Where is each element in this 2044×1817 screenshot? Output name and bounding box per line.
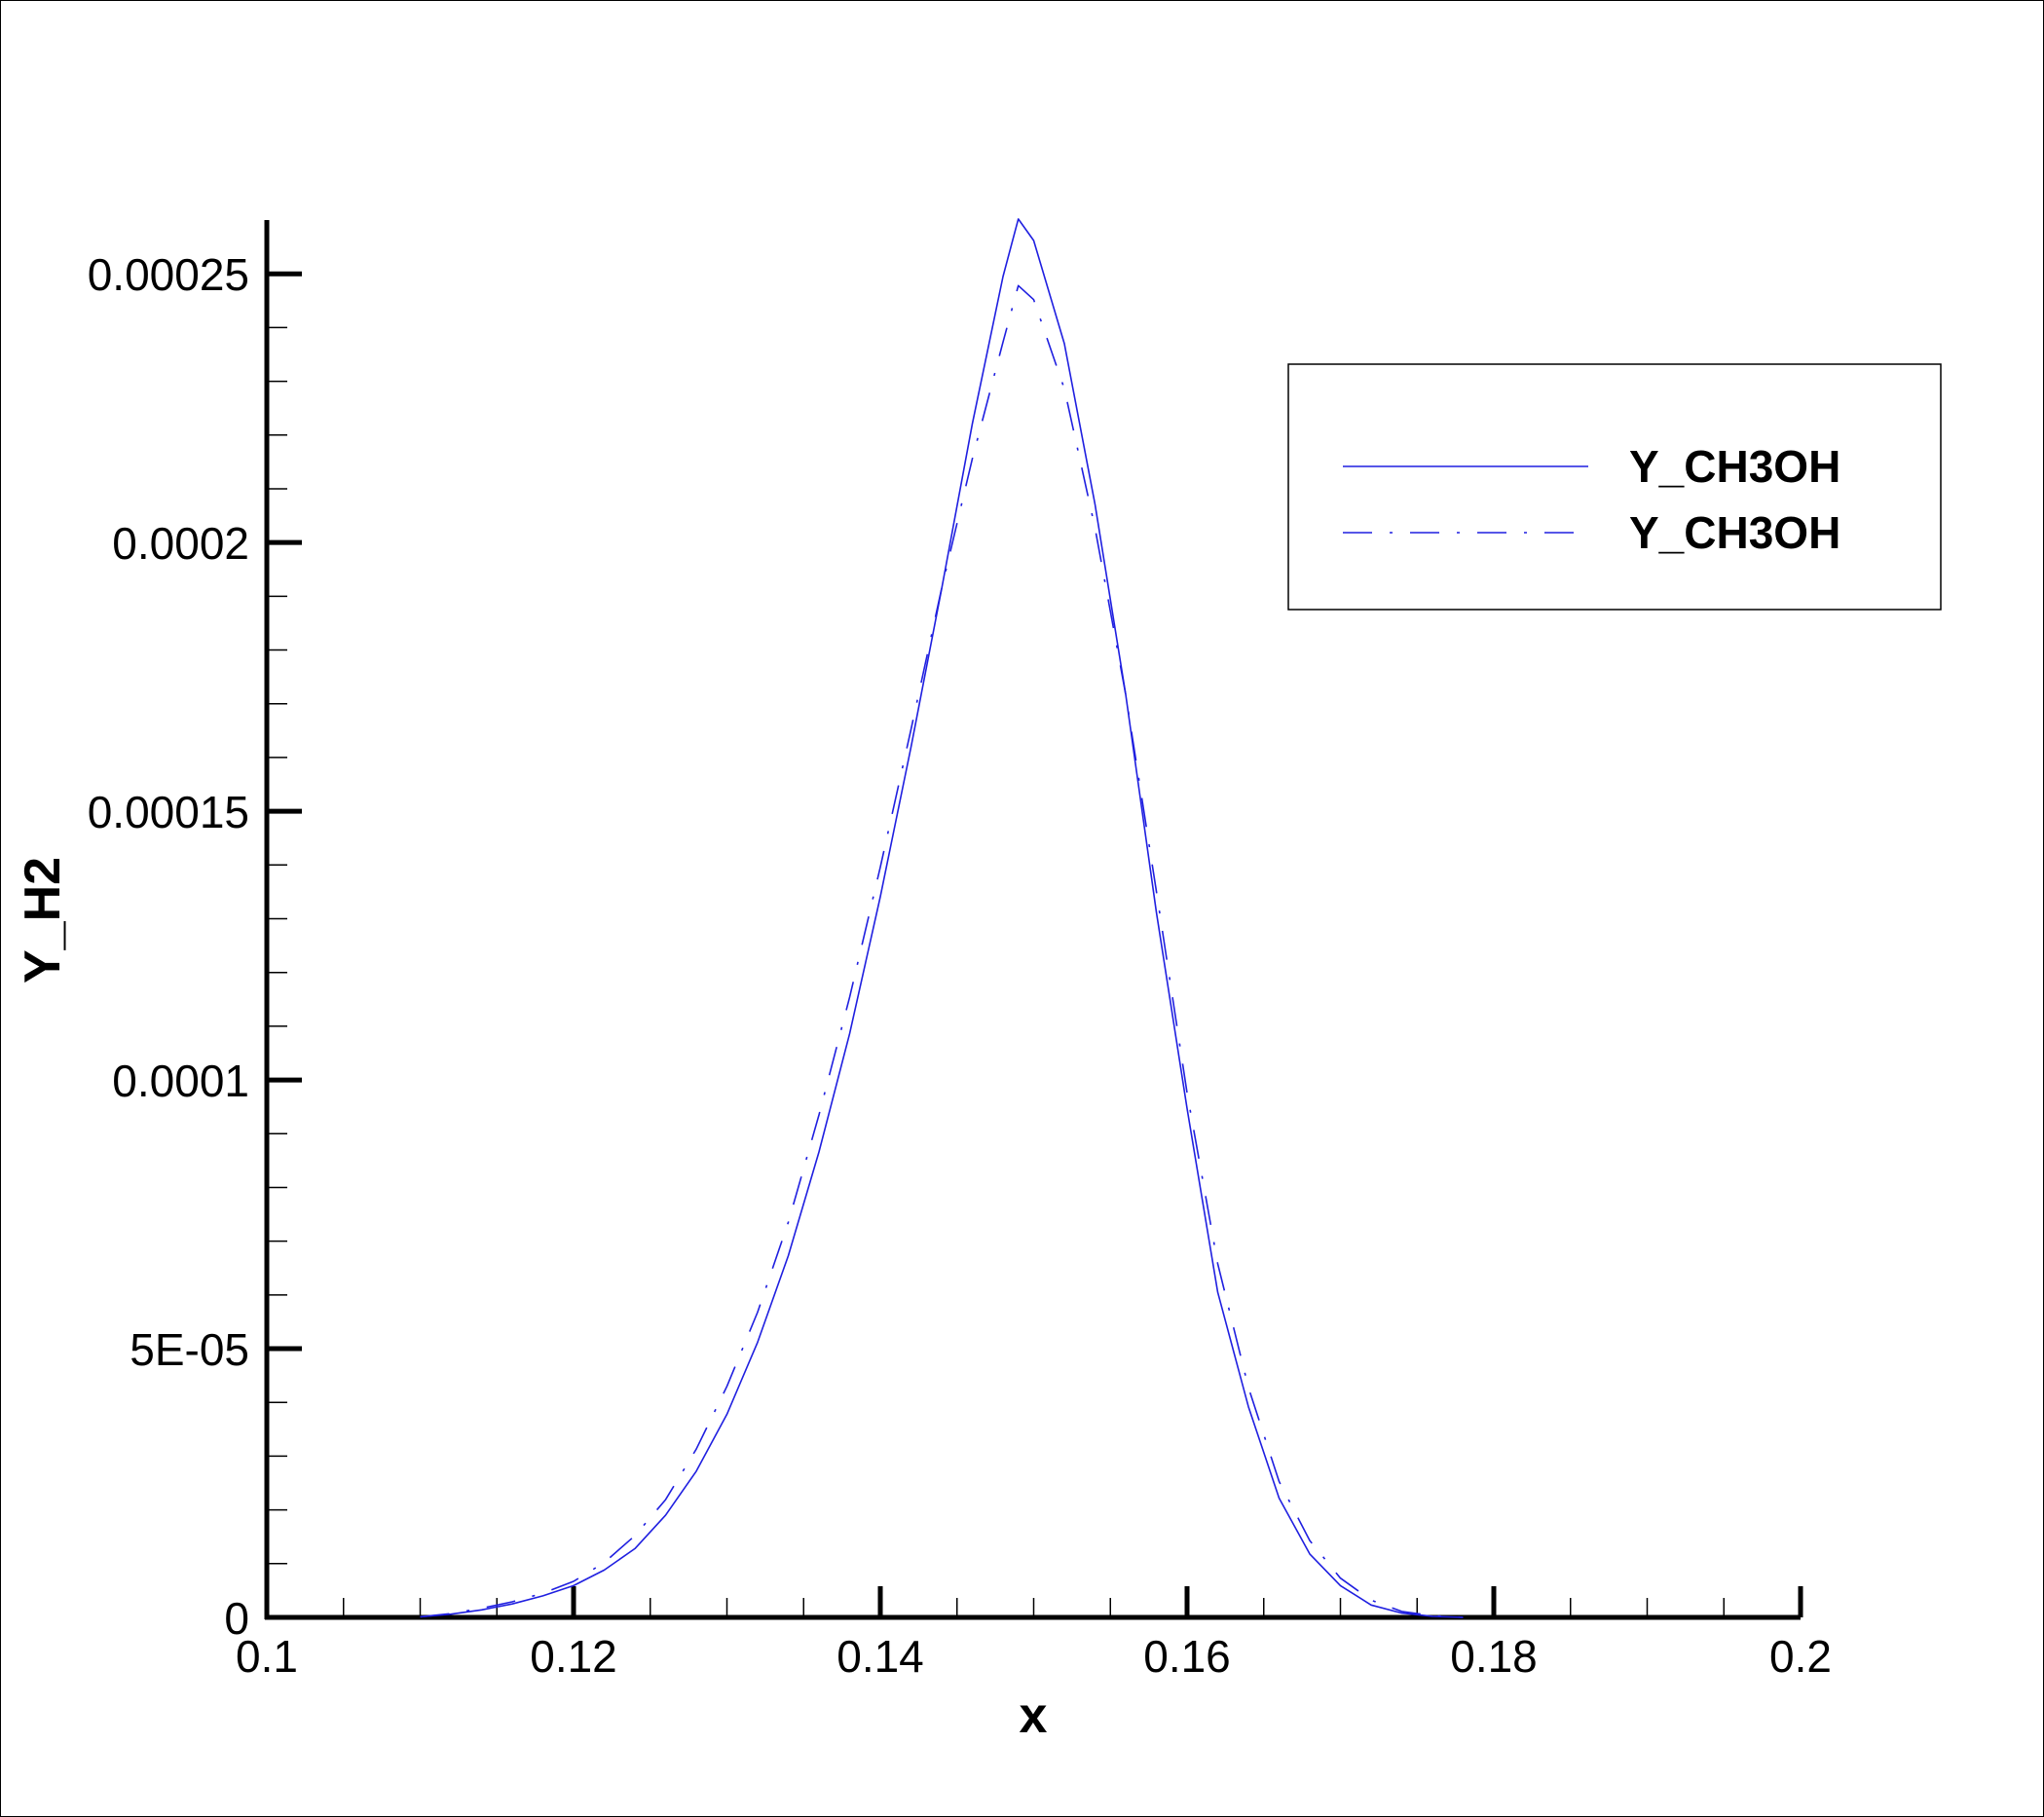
series-lines: [420, 218, 1464, 1618]
axes: [264, 220, 1801, 1620]
y-axis-title: Y_H2: [15, 857, 71, 983]
legend-label-solid: Y_CH3OH: [1629, 441, 1840, 492]
series-line-solid: [420, 218, 1464, 1618]
y-tick-label: 0.0001: [112, 1056, 249, 1106]
x-tick-label: 0.18: [1450, 1631, 1538, 1682]
x-tick-label: 0.1: [236, 1631, 298, 1682]
legend: Y_CH3OH Y_CH3OH: [1287, 363, 1942, 611]
y-tick-label: 0: [224, 1593, 249, 1644]
x-tick-label: 0.12: [530, 1631, 617, 1682]
y-tick-label: 0.00015: [88, 787, 249, 837]
x-axis-title: x: [1020, 1687, 1048, 1744]
legend-box: [1287, 363, 1942, 611]
y-tick-label: 0.0002: [112, 518, 249, 569]
x-tick-label: 0.16: [1143, 1631, 1231, 1682]
tick-labels: 0.1 0.12 0.14 0.16 0.18 0.2 0 5E-05 0.0001 0.0001…: [88, 249, 1832, 1682]
ticks: [264, 271, 1803, 1620]
legend-label-dashed: Y_CH3OH: [1629, 507, 1840, 558]
series-line-dashed: [420, 284, 1464, 1618]
x-tick-label: 0.2: [1769, 1631, 1832, 1682]
y-tick-label: 0.00025: [88, 249, 249, 300]
y-tick-label: 5E-05: [130, 1324, 249, 1375]
x-tick-label: 0.14: [836, 1631, 924, 1682]
